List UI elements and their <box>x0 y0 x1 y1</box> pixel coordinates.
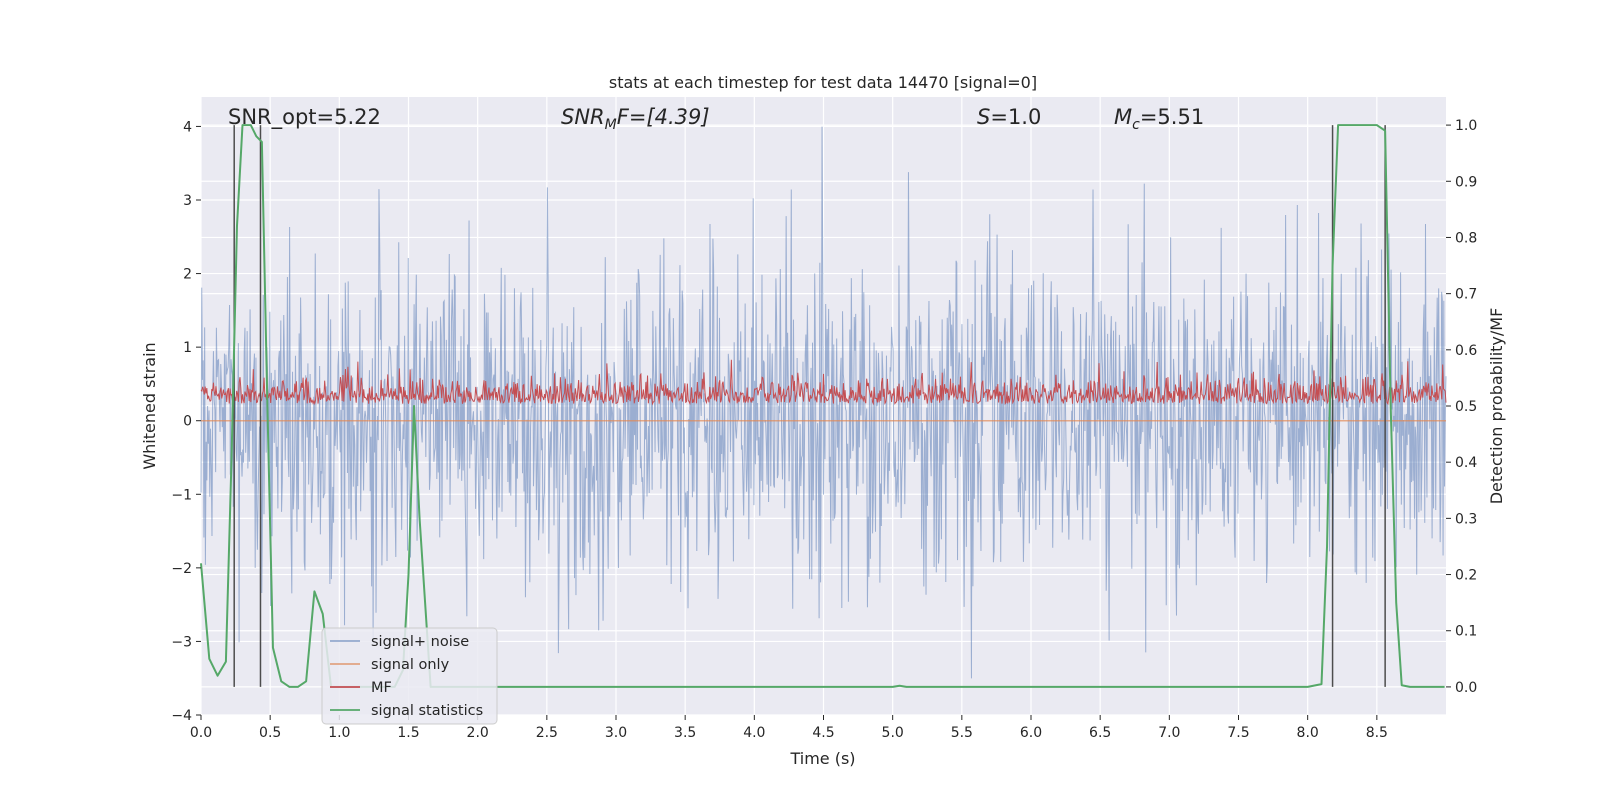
y-tick-label-left: −1 <box>171 487 192 503</box>
x-tick-label: 0.5 <box>259 725 281 741</box>
mf-series <box>200 359 1447 406</box>
x-tick-label: 8.5 <box>1366 725 1388 741</box>
annotation-s-value: =1.0 <box>990 105 1041 129</box>
mf-line <box>200 359 1447 406</box>
legend: signal+ noise signal only MF signal stat… <box>321 627 498 725</box>
y-tick-label-right: 0.5 <box>1455 399 1477 415</box>
x-tick-label: 1.5 <box>397 725 419 741</box>
annotation-mc-symbol: M <box>1114 105 1132 129</box>
y-tick-label-right: 0.3 <box>1455 511 1477 527</box>
x-tick-label: 4.0 <box>743 725 765 741</box>
annotation-s-symbol: S <box>977 105 990 129</box>
annotation-snr-mf-symbol: SNR <box>561 105 605 129</box>
signal-statistics-series <box>200 124 1445 688</box>
x-tick-label: 5.0 <box>882 725 904 741</box>
y-tick-label-right: 0.9 <box>1455 174 1477 190</box>
y-tick-label-left: 0 <box>183 414 192 430</box>
y-tick-label-left: 4 <box>183 119 192 135</box>
axes: 0.0 0.5 1.0 1.5 2.0 2.5 3.0 3.5 4.0 4.5 5.0 5.5 6.0 6… <box>171 118 1477 741</box>
y-tick-label-right: 0.7 <box>1455 287 1477 303</box>
y-axis-label-right: Detection probability/MF <box>1487 308 1506 505</box>
x-tick-label: 1.0 <box>328 725 350 741</box>
y-tick-label-left: 2 <box>183 267 192 283</box>
y-tick-label-left: 1 <box>183 340 192 356</box>
x-tick-label: 4.5 <box>812 725 834 741</box>
legend-label-signal-statistics: signal statistics <box>371 703 483 719</box>
x-tick-label: 6.0 <box>1020 725 1042 741</box>
y-tick-label-left: 3 <box>183 193 192 209</box>
x-tick-label: 7.5 <box>1227 725 1249 741</box>
signal-statistics-line <box>200 124 1445 688</box>
y-tick-label-right: 0.0 <box>1455 680 1477 696</box>
legend-box <box>321 627 498 725</box>
y-tick-label-right: 0.6 <box>1455 343 1477 359</box>
annotation-s: S=1.0 <box>977 105 1041 129</box>
vertical-markers <box>233 125 1386 687</box>
x-axis-label: Time (s) <box>789 749 855 768</box>
y-tick-label-right: 0.1 <box>1455 624 1477 640</box>
x-tick-label: 6.5 <box>1089 725 1111 741</box>
y-tick-label-left: −4 <box>171 708 192 724</box>
legend-label-mf: MF <box>371 680 392 696</box>
annotation-snr-mf-subscript: M <box>605 117 617 133</box>
annotation-mc-subscript: c <box>1132 117 1140 133</box>
signal-noise-line <box>200 126 1447 679</box>
legend-label-signal-noise: signal+ noise <box>371 634 469 650</box>
annotation-mc-value: =5.51 <box>1140 105 1204 129</box>
y-tick-label-right: 0.4 <box>1455 455 1477 471</box>
y-tick-label-left: −3 <box>171 634 192 650</box>
chart-title: stats at each timestep for test data 144… <box>609 73 1037 92</box>
annotation-snr-opt: SNR_opt=5.22 <box>228 105 381 130</box>
x-tick-label: 5.5 <box>951 725 973 741</box>
annotation-snr-mf: SNRMF=[4.39] <box>561 105 710 133</box>
annotation-mc: Mc=5.51 <box>1114 105 1204 133</box>
x-tick-label: 2.0 <box>467 725 489 741</box>
x-tick-label: 3.0 <box>605 725 627 741</box>
annotation-snr-mf-value: F=[4.39] <box>617 105 710 129</box>
x-tick-label: 2.5 <box>536 725 558 741</box>
y-tick-label-left: −2 <box>171 561 192 577</box>
x-tick-label: 8.0 <box>1297 725 1319 741</box>
y-tick-label-right: 0.8 <box>1455 230 1477 246</box>
x-tick-label: 0.0 <box>190 725 212 741</box>
signal-noise-series <box>200 126 1447 679</box>
y-tick-label-right: 1.0 <box>1455 118 1477 134</box>
x-tick-label: 7.0 <box>1158 725 1180 741</box>
y-axis-label-left: Whitened strain <box>140 342 159 469</box>
y-tick-label-right: 0.2 <box>1455 568 1477 584</box>
legend-label-signal-only: signal only <box>371 657 450 673</box>
x-tick-label: 3.5 <box>674 725 696 741</box>
